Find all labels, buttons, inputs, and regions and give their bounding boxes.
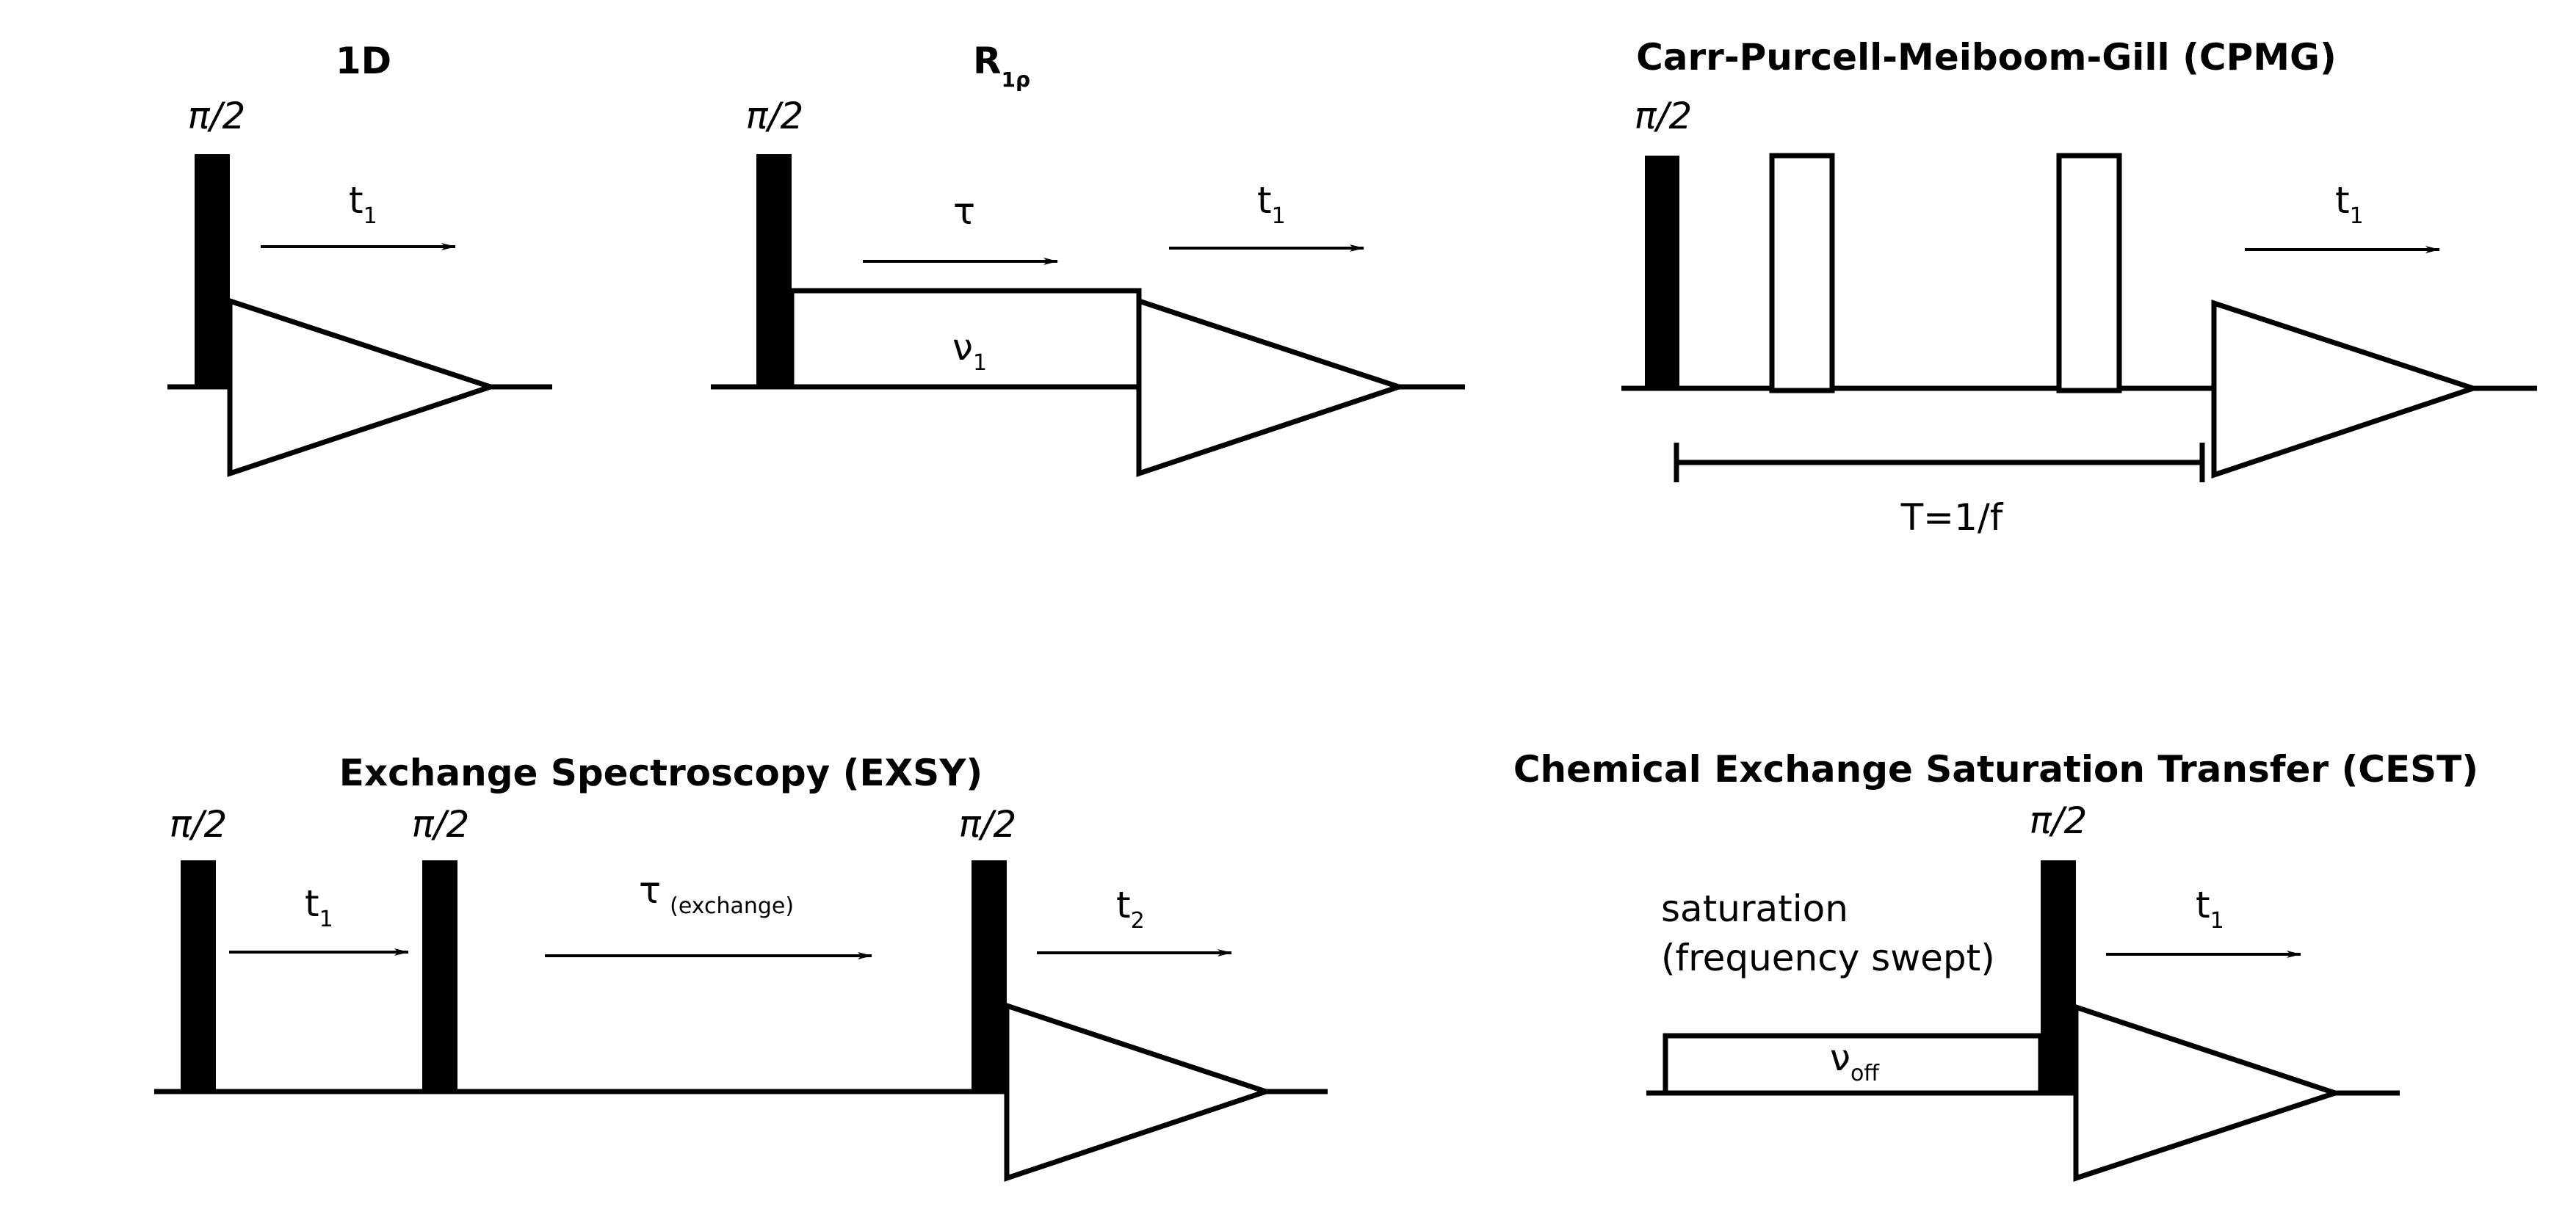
- panel-1d: 1D π/2 t1: [167, 40, 552, 477]
- panel-title: Chemical Exchange Saturation Transfer (C…: [1513, 748, 2478, 791]
- exchange-label: τ (exchange): [639, 869, 794, 919]
- panel-cpmg: Carr-Purcell-Meiboom-Gill (CPMG) π/2 t1 …: [1621, 36, 2537, 539]
- nu1-label: ν1: [952, 326, 987, 376]
- nu-off-label: νoff: [1830, 1036, 1880, 1086]
- panel-r1rho: R1ρ π/2 τ ν1 t1: [711, 40, 1465, 477]
- rf-pulse: [756, 154, 792, 389]
- pulse-label: π/2: [188, 95, 246, 137]
- acquisition-fid: [2073, 1003, 2344, 1182]
- panel-title: R1ρ: [973, 40, 1030, 92]
- t2-label: t2: [1116, 884, 1145, 934]
- rf-pulse: [2041, 860, 2076, 1095]
- pulse-label-2: π/2: [412, 803, 470, 846]
- time-label: t1: [2335, 179, 2364, 229]
- time-label: t1: [1257, 179, 1286, 229]
- pulse-label-3: π/2: [959, 803, 1017, 846]
- refocusing-pulse: [2056, 153, 2122, 393]
- saturation-label: saturation: [1661, 887, 1848, 930]
- acquisition-fid: [1004, 1002, 1275, 1182]
- pulse-label-1: π/2: [170, 803, 228, 846]
- time-label: t1: [349, 179, 377, 229]
- rf-pulse: [1645, 156, 1679, 389]
- panel-title: 1D: [336, 40, 391, 82]
- pulse-label: π/2: [746, 95, 804, 137]
- rf-pulse: [181, 860, 216, 1094]
- spin-lock-block: [789, 288, 1142, 390]
- period-label: T=1/f: [1900, 496, 2004, 539]
- acquisition-fid: [1136, 297, 1408, 477]
- panel-title: Carr-Purcell-Meiboom-Gill (CPMG): [1636, 36, 2337, 79]
- panel-cest: Chemical Exchange Saturation Transfer (C…: [1513, 748, 2478, 1182]
- refocusing-pulse: [1769, 153, 1835, 393]
- panel-exsy: Exchange Spectroscopy (EXSY) π/2 π/2 π/2…: [154, 752, 1328, 1182]
- rf-pulse: [972, 860, 1007, 1094]
- acquisition-fid: [227, 297, 499, 477]
- pulse-label: π/2: [1635, 95, 1693, 137]
- acquisition-fid: [2211, 299, 2482, 479]
- tau-label: τ: [953, 190, 975, 233]
- saturation-sublabel: (frequency swept): [1661, 937, 1995, 979]
- saturation-block: [1663, 1033, 2044, 1096]
- rf-pulse: [195, 154, 230, 389]
- time-label: t1: [2196, 884, 2224, 934]
- pulse-label: π/2: [2030, 799, 2088, 842]
- t1-label: t1: [305, 882, 333, 932]
- rf-pulse: [422, 860, 457, 1094]
- panel-title: Exchange Spectroscopy (EXSY): [339, 752, 983, 794]
